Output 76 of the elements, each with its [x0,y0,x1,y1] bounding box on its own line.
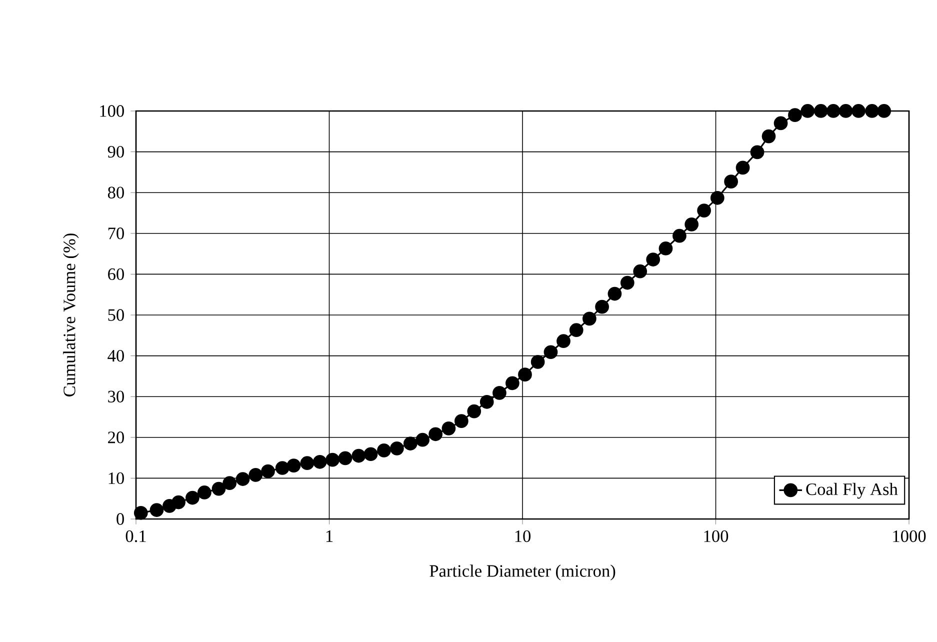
y-tick-label: 80 [108,186,124,198]
x-tick-label: 1000 [893,530,926,542]
point [454,414,468,428]
point [838,104,853,118]
point [684,217,699,232]
y-tick-label: 100 [100,105,124,117]
point [595,300,609,314]
point [236,472,250,486]
point [197,486,212,500]
point [222,476,237,490]
point [788,108,802,122]
point [762,129,776,144]
point [390,441,404,456]
point [212,482,226,496]
point [672,228,686,243]
x-tick-label: 1 [326,530,333,542]
point [544,345,558,360]
point [364,447,378,462]
point [275,461,290,475]
point [442,421,456,436]
point [300,456,314,470]
point [620,276,634,290]
point [467,404,482,418]
point [750,145,764,160]
point [710,190,724,205]
point [633,264,648,278]
point [416,432,430,447]
x-axis-title: Particle Diameter (micron) [430,564,616,580]
point [800,104,815,118]
y-tick-label: 30 [108,390,124,402]
x-tick-label: 10 [515,530,531,542]
point [697,204,711,218]
point [608,286,622,301]
point [286,458,301,472]
y-tick-label: 90 [108,146,124,158]
point [569,323,584,338]
point [492,386,506,400]
point [326,452,340,467]
point [248,468,263,482]
point [774,116,788,130]
point [480,394,494,409]
point [352,448,366,463]
y-tick-label: 60 [108,268,124,280]
x-tick-label: 0.1 [126,530,146,542]
point [530,354,545,369]
x-tick-label: 100 [704,530,728,542]
point [826,104,840,118]
y-tick-label: 10 [108,472,124,484]
legend-label: Coal Fly Ash [806,482,898,499]
point [556,334,570,348]
point [312,454,327,469]
point [865,104,879,118]
y-tick-label: 40 [108,350,124,362]
point [724,174,738,189]
point [852,104,866,118]
point [877,104,891,118]
point [582,312,596,326]
point [518,368,532,382]
point [736,160,750,175]
point [338,451,352,466]
y-tick-label: 20 [108,432,124,444]
point [403,436,418,450]
point [172,495,186,510]
point [186,490,200,505]
y-tick-label: 50 [108,309,124,321]
point [646,252,660,266]
point [506,376,520,390]
y-axis-title: Cumulative Voume (%) [63,234,79,396]
point [377,444,391,458]
y-tick-label: 0 [116,513,124,525]
point [261,464,275,478]
point [658,242,673,256]
point [134,506,148,520]
point [814,104,828,118]
point [428,427,443,442]
y-tick-label: 70 [108,228,124,240]
